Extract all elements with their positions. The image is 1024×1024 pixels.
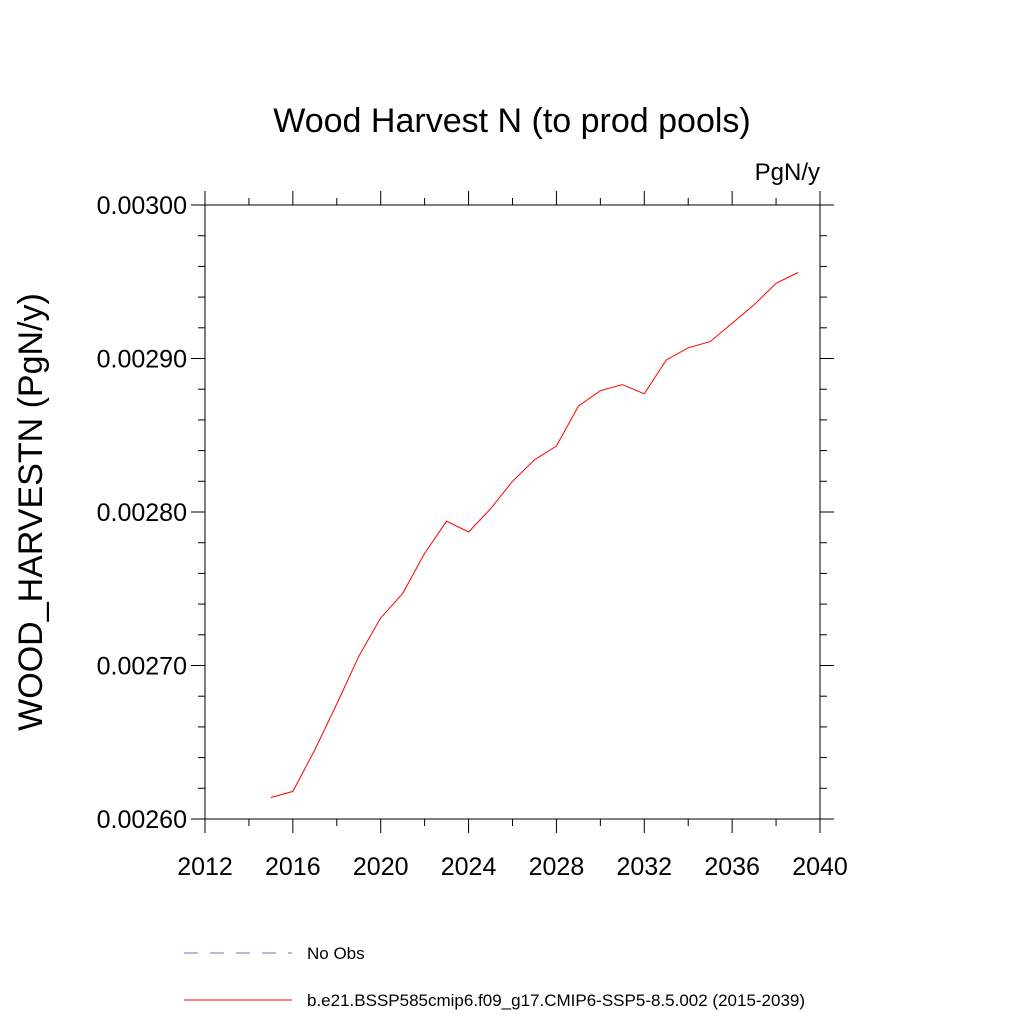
x-tick-label: 2032 bbox=[616, 853, 672, 881]
units-label: PgN/y bbox=[755, 159, 820, 186]
legend: No Obs b.e21.BSSP585cmip6.f09_g17.CMIP6-S… bbox=[184, 944, 805, 1010]
legend-label-0: No Obs bbox=[307, 944, 365, 963]
legend-label-1: b.e21.BSSP585cmip6.f09_g17.CMIP6-SSP5-8.… bbox=[307, 991, 805, 1010]
x-tick-label: 2028 bbox=[529, 853, 585, 881]
y-tick-label: 0.00290 bbox=[97, 346, 187, 374]
y-axis-label: WOOD_HARVESTN (PgN/y) bbox=[12, 293, 50, 731]
y-tick-label: 0.00300 bbox=[97, 192, 187, 220]
x-tick-label: 2020 bbox=[353, 853, 409, 881]
x-tick-label: 2024 bbox=[441, 853, 497, 881]
x-tick-label: 2036 bbox=[704, 853, 760, 881]
chart-title: Wood Harvest N (to prod pools) bbox=[273, 102, 750, 140]
plot-frame bbox=[204, 204, 821, 820]
y-tick-label: 0.00270 bbox=[97, 653, 187, 681]
series-layer bbox=[270, 272, 799, 798]
x-tick-label: 2012 bbox=[177, 853, 233, 881]
series-line-0 bbox=[270, 272, 799, 798]
y-tick-label: 0.00280 bbox=[97, 499, 187, 527]
x-tick-label: 2016 bbox=[265, 853, 321, 881]
y-tick-label: 0.00260 bbox=[97, 806, 187, 834]
axis-marks: 2012 2016 2020 2024 2028 2032 2036 2040 0.00260 0… bbox=[97, 191, 848, 881]
x-tick-label: 2040 bbox=[792, 853, 848, 881]
